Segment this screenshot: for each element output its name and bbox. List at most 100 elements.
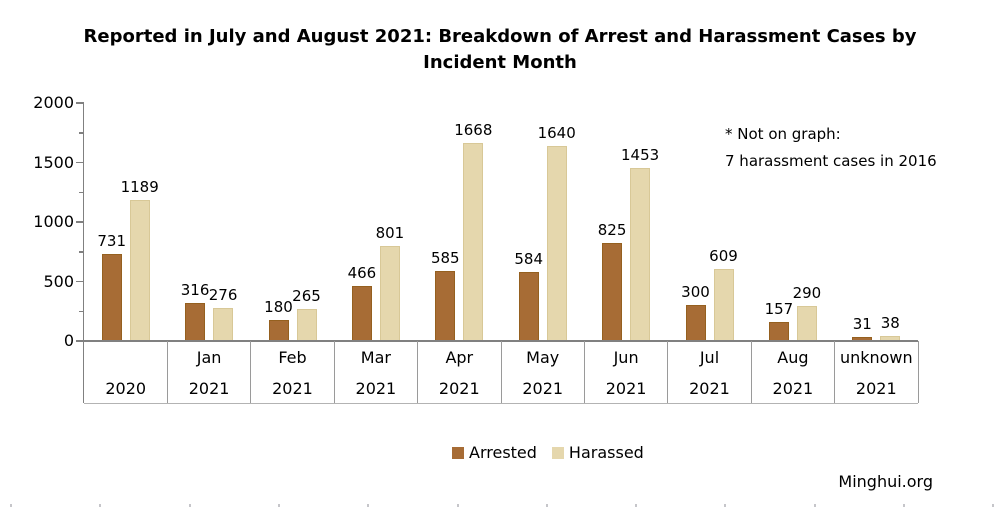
annotation-line-2: 7 harassment cases in 2016 <box>725 152 937 170</box>
bottom-artifact-mark <box>188 504 191 507</box>
bottom-artifact-mark <box>813 504 816 507</box>
category-cell-divider <box>750 341 752 403</box>
legend-label: Harassed <box>568 443 644 462</box>
y-minor-tick <box>79 310 84 312</box>
bar-value-label: 1668 <box>454 120 493 139</box>
legend-item-arrested: Arrested <box>452 444 537 462</box>
bar-arrested <box>518 271 539 341</box>
bar-value-label: 316 <box>180 281 210 300</box>
category-year-label: 2021 <box>689 379 730 398</box>
y-tick-label: 2000 <box>33 93 74 112</box>
category-cell-divider <box>333 341 335 403</box>
category-year-label: 2021 <box>522 379 564 398</box>
category-month-label: May <box>526 348 560 367</box>
bottom-artifact-mark <box>635 504 638 507</box>
chart-title: Reported in July and August 2021: Breakd… <box>50 24 950 76</box>
legend-swatch-icon <box>551 447 564 459</box>
bar-value-label: 1640 <box>537 123 576 142</box>
category-month-label: Jun <box>613 348 639 367</box>
bar-value-label: 265 <box>292 287 321 306</box>
bar-value-label: 1189 <box>120 177 159 196</box>
bottom-artifact-mark <box>456 504 459 507</box>
bar-harassed <box>796 306 817 341</box>
y-major-tick <box>76 161 84 164</box>
bar-harassed <box>463 142 484 341</box>
y-minor-tick <box>79 251 84 253</box>
bar-arrested <box>101 254 122 341</box>
bar-arrested <box>685 305 706 341</box>
category-month-label: unknown <box>839 348 913 367</box>
bar-harassed <box>296 309 317 341</box>
bar-harassed <box>713 268 734 341</box>
bar-arrested <box>602 242 623 341</box>
category-cell-divider <box>166 341 168 403</box>
category-month-label: Apr <box>445 348 474 367</box>
category-cell-divider <box>667 341 669 403</box>
category-year-label: 2021 <box>272 379 313 398</box>
y-tick-label: 1000 <box>33 212 74 231</box>
y-minor-tick <box>79 132 84 134</box>
annotation-line-1: * Not on graph: <box>725 125 841 143</box>
legend-label: Arrested <box>469 443 537 462</box>
bottom-artifact-mark <box>903 504 905 507</box>
credit-text: Minghui.org <box>838 472 933 491</box>
category-month-label: Jan <box>196 348 222 367</box>
bar-harassed <box>129 199 150 341</box>
bar-value-label: 31 <box>852 315 872 334</box>
bar-value-label: 276 <box>208 286 238 305</box>
bar-arrested <box>768 322 789 341</box>
category-year-label: 2021 <box>355 379 397 398</box>
bar-harassed <box>546 145 567 341</box>
chart-title-line-1: Reported in July and August 2021: Breakd… <box>83 26 917 47</box>
y-tick-label: 1500 <box>33 152 74 172</box>
legend-item-harassed: Harassed <box>551 443 644 462</box>
bar-value-label: 825 <box>597 220 627 239</box>
y-axis-line <box>82 103 84 403</box>
bar-arrested <box>185 303 206 341</box>
bottom-artifact-mark <box>545 504 548 507</box>
category-cell-divider <box>500 341 502 403</box>
bottom-artifact-mark <box>277 504 280 507</box>
bar-value-label: 300 <box>681 283 710 302</box>
category-cell-divider <box>834 341 836 403</box>
bar-value-label: 609 <box>709 246 738 265</box>
bar-value-label: 584 <box>514 249 543 268</box>
bar-value-label: 157 <box>764 300 794 319</box>
bar-value-label: 585 <box>430 249 460 268</box>
bottom-artifact-mark <box>367 504 370 507</box>
bottom-artifact-mark <box>992 504 995 507</box>
bar-arrested <box>268 319 289 341</box>
bar-value-label: 38 <box>880 314 900 333</box>
bar-harassed <box>213 308 234 341</box>
y-tick-label: 0 <box>63 331 74 350</box>
category-cell-divider <box>417 341 419 403</box>
y-tick-label: 500 <box>43 271 74 291</box>
category-year-label: 2021 <box>438 379 480 398</box>
y-major-tick <box>76 280 84 283</box>
y-major-tick <box>76 340 84 342</box>
category-cell-divider <box>917 341 919 403</box>
bar-value-label: 1453 <box>621 146 660 165</box>
legend-swatch-icon <box>452 447 464 459</box>
bar-value-label: 731 <box>97 232 126 250</box>
category-month-label: Jul <box>699 348 720 367</box>
legend: Arrested Harassed <box>452 444 644 462</box>
bottom-artifact-mark <box>724 504 727 507</box>
bar-value-label: 180 <box>264 297 293 316</box>
category-year-label: 2021 <box>772 379 814 398</box>
bar-value-label: 801 <box>375 223 405 242</box>
bar-harassed <box>379 245 400 341</box>
bar-arrested <box>852 337 873 341</box>
category-cell-divider <box>583 341 585 403</box>
bottom-artifact-mark <box>99 504 102 507</box>
category-table-bottom-line <box>84 403 918 404</box>
bar-harassed <box>880 336 901 341</box>
category-year-label: 2021 <box>605 379 647 398</box>
y-minor-tick <box>79 191 84 193</box>
bar-value-label: 290 <box>792 284 822 303</box>
bar-arrested <box>435 271 456 341</box>
bar-value-label: 466 <box>347 263 377 282</box>
chart-title-line-2: Incident Month <box>423 52 577 73</box>
category-month-label: Feb <box>278 348 307 367</box>
